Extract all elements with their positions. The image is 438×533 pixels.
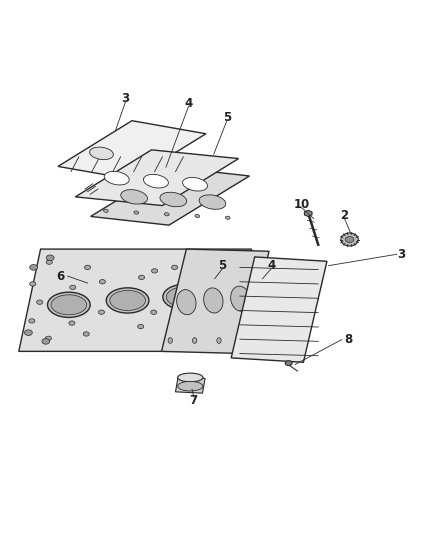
Ellipse shape (152, 269, 158, 273)
Ellipse shape (341, 233, 358, 246)
Polygon shape (19, 249, 252, 351)
Ellipse shape (46, 260, 52, 264)
Ellipse shape (51, 295, 87, 315)
Ellipse shape (164, 213, 169, 216)
Ellipse shape (227, 309, 233, 313)
Ellipse shape (204, 288, 223, 313)
Ellipse shape (134, 211, 139, 214)
Ellipse shape (30, 282, 36, 286)
Ellipse shape (90, 147, 113, 159)
Ellipse shape (99, 310, 105, 314)
Ellipse shape (143, 174, 168, 188)
Ellipse shape (199, 195, 226, 209)
Text: 2: 2 (340, 208, 348, 222)
Text: 3: 3 (397, 248, 405, 261)
Ellipse shape (106, 288, 149, 313)
Ellipse shape (138, 325, 144, 329)
Ellipse shape (30, 264, 38, 270)
Text: 4: 4 (184, 97, 193, 110)
Ellipse shape (183, 177, 208, 191)
Ellipse shape (178, 382, 203, 391)
Ellipse shape (170, 330, 177, 335)
Polygon shape (58, 120, 206, 180)
Text: 5: 5 (219, 259, 226, 272)
Text: 5: 5 (223, 111, 231, 124)
Polygon shape (162, 249, 269, 353)
Ellipse shape (29, 319, 35, 323)
Ellipse shape (207, 265, 213, 270)
Ellipse shape (110, 290, 145, 310)
Polygon shape (304, 211, 312, 216)
Ellipse shape (231, 286, 250, 311)
Ellipse shape (168, 338, 173, 343)
Polygon shape (91, 167, 250, 225)
Ellipse shape (163, 284, 205, 310)
Ellipse shape (121, 190, 148, 204)
Ellipse shape (285, 361, 292, 366)
Polygon shape (231, 257, 327, 362)
Ellipse shape (46, 255, 54, 261)
Ellipse shape (217, 338, 221, 343)
Ellipse shape (241, 338, 246, 343)
Ellipse shape (195, 214, 200, 217)
Ellipse shape (138, 275, 145, 279)
Polygon shape (75, 150, 239, 206)
Polygon shape (176, 377, 205, 393)
Text: 10: 10 (293, 198, 310, 211)
Text: 6: 6 (56, 270, 64, 282)
Ellipse shape (99, 279, 106, 284)
Text: 8: 8 (345, 333, 353, 346)
Ellipse shape (85, 265, 91, 270)
Ellipse shape (42, 338, 49, 344)
Ellipse shape (345, 237, 354, 243)
Text: 7: 7 (190, 394, 198, 407)
Ellipse shape (151, 310, 157, 314)
Ellipse shape (166, 287, 202, 307)
Ellipse shape (178, 373, 203, 382)
Ellipse shape (46, 336, 51, 341)
Text: 3: 3 (121, 92, 130, 106)
Text: 4: 4 (267, 259, 276, 272)
Ellipse shape (83, 332, 89, 336)
Ellipse shape (160, 192, 187, 207)
Ellipse shape (172, 265, 178, 270)
Ellipse shape (192, 338, 197, 343)
Ellipse shape (70, 285, 76, 289)
Ellipse shape (69, 321, 75, 325)
Ellipse shape (25, 330, 32, 335)
Ellipse shape (47, 292, 90, 318)
Ellipse shape (206, 327, 212, 332)
Ellipse shape (103, 209, 108, 212)
Ellipse shape (37, 300, 43, 304)
Ellipse shape (225, 216, 230, 219)
Ellipse shape (104, 171, 129, 185)
Ellipse shape (177, 289, 196, 314)
